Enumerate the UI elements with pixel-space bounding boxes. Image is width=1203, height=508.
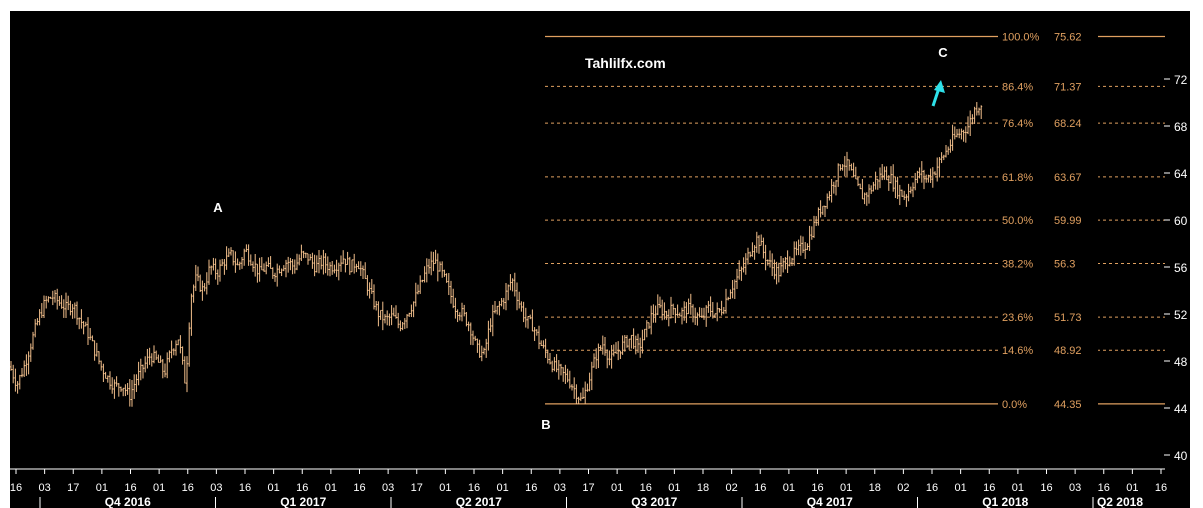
- x-tick-label: 16: [640, 482, 652, 494]
- x-tick-label: 01: [268, 482, 280, 494]
- x-tick-label: 16: [182, 482, 194, 494]
- fib-label-value: 44.35: [1054, 399, 1082, 411]
- x-tick-label: 01: [1126, 482, 1138, 494]
- quarter-label: Q1 2018: [982, 495, 1028, 508]
- fib-label-bg: [998, 396, 1098, 411]
- plot-background: [10, 11, 1190, 508]
- x-tick-label: 16: [296, 482, 308, 494]
- fib-label-value: 48.92: [1054, 345, 1082, 357]
- quarter-label: Q4 2017: [807, 495, 853, 508]
- annotations: A B C: [213, 45, 948, 432]
- fib-label-value: 56.3: [1054, 258, 1075, 270]
- x-tick-label: 17: [411, 482, 423, 494]
- fib-label-bg: [998, 79, 1098, 94]
- y-tick-label: 64: [1174, 167, 1188, 181]
- x-axis: 16 03 17 01 16 01 16 03 16 01 16 01 16 03 17 01 16 01 16 03…: [10, 468, 1167, 508]
- quarter-label: Q2 2018: [1097, 495, 1143, 508]
- x-tick-label: 16: [926, 482, 938, 494]
- fib-label-pct: 23.6%: [1002, 312, 1033, 324]
- fib-label-pct: 86.4%: [1002, 81, 1033, 93]
- y-axis: 40 44 48 52 56 60 64 68 72: [1164, 73, 1188, 463]
- fib-label-bg: [998, 29, 1098, 44]
- fib-label-bg: [998, 169, 1098, 184]
- x-tick-label: 16: [353, 482, 365, 494]
- x-tick-label: 01: [840, 482, 852, 494]
- fib-label-pct: 61.8%: [1002, 172, 1033, 184]
- x-tick-label: 01: [668, 482, 680, 494]
- x-tick-label: 01: [611, 482, 623, 494]
- fib-label-value: 75.62: [1054, 31, 1082, 43]
- x-tick-label: 17: [582, 482, 594, 494]
- fib-label-pct: 100.0%: [1002, 31, 1040, 43]
- x-tick-label: 03: [210, 482, 222, 494]
- fib-label-value: 51.73: [1054, 312, 1082, 324]
- x-tick-label: 01: [96, 482, 108, 494]
- x-tick-label: 02: [726, 482, 738, 494]
- y-tick-label: 68: [1174, 120, 1188, 134]
- x-tick-label: 16: [1155, 482, 1167, 494]
- x-tick-label: 16: [1040, 482, 1052, 494]
- x-tick-label: 16: [811, 482, 823, 494]
- fib-label-bg: [998, 310, 1098, 325]
- y-tick-label: 48: [1174, 355, 1188, 369]
- x-tick-label: 18: [697, 482, 709, 494]
- y-tick-label: 56: [1174, 261, 1188, 275]
- fib-label-value: 71.37: [1054, 81, 1082, 93]
- x-tick-label: 01: [1012, 482, 1024, 494]
- watermark: Tahlilfx.com: [585, 55, 666, 71]
- x-tick-label: 02: [897, 482, 909, 494]
- quarter-label: Q4 2016: [105, 495, 151, 508]
- fib-label-value: 63.67: [1054, 172, 1082, 184]
- x-tick-label: 16: [1098, 482, 1110, 494]
- x-tick-label: 16: [525, 482, 537, 494]
- x-tick-label: 16: [124, 482, 136, 494]
- x-tick-label: 03: [39, 482, 51, 494]
- y-tick-label: 40: [1174, 449, 1188, 463]
- fib-label-value: 59.99: [1054, 215, 1082, 227]
- x-tick-label: 01: [783, 482, 795, 494]
- fib-label-bg: [998, 256, 1098, 271]
- x-tick-label: 01: [439, 482, 451, 494]
- fib-label-pct: 76.4%: [1002, 118, 1033, 130]
- x-tick-label: 16: [468, 482, 480, 494]
- quarter-label: Q1 2017: [280, 495, 326, 508]
- y-tick-label: 60: [1174, 214, 1188, 228]
- fibonacci-levels: 100.0% 75.62 86.4% 71.37 76.4% 68.24 61.8% 63.6…: [545, 29, 1165, 411]
- fib-label-bg: [998, 343, 1098, 358]
- y-tick-label: 44: [1174, 402, 1188, 416]
- fib-label-pct: 50.0%: [1002, 215, 1033, 227]
- x-tick-label: 03: [382, 482, 394, 494]
- x-tick-label: 18: [869, 482, 881, 494]
- x-tick-label: 03: [1069, 482, 1081, 494]
- y-tick-label: 72: [1174, 73, 1188, 87]
- x-tick-label: 01: [497, 482, 509, 494]
- quarter-label: Q3 2017: [631, 495, 677, 508]
- fib-label-pct: 14.6%: [1002, 345, 1033, 357]
- x-tick-label: 16: [239, 482, 251, 494]
- wave-label-b: B: [541, 417, 550, 432]
- x-tick-label: 01: [325, 482, 337, 494]
- fib-label-pct: 38.2%: [1002, 258, 1033, 270]
- fib-label-bg: [998, 116, 1098, 131]
- fib-label-value: 68.24: [1054, 118, 1082, 130]
- x-tick-label: 17: [67, 482, 79, 494]
- price-series: [10, 102, 983, 407]
- x-tick-label: 03: [554, 482, 566, 494]
- fib-label-bg: [998, 213, 1098, 228]
- x-tick-label: 16: [983, 482, 995, 494]
- x-tick-label: 16: [10, 482, 22, 494]
- x-tick-label: 16: [754, 482, 766, 494]
- wave-label-a: A: [213, 200, 223, 215]
- fib-label-pct: 0.0%: [1002, 399, 1027, 411]
- x-tick-label: 01: [153, 482, 165, 494]
- x-tick-label: 01: [955, 482, 967, 494]
- quarter-label: Q2 2017: [456, 495, 502, 508]
- arrow-head: [934, 80, 945, 93]
- wave-label-c: C: [938, 45, 948, 60]
- y-tick-label: 52: [1174, 308, 1188, 322]
